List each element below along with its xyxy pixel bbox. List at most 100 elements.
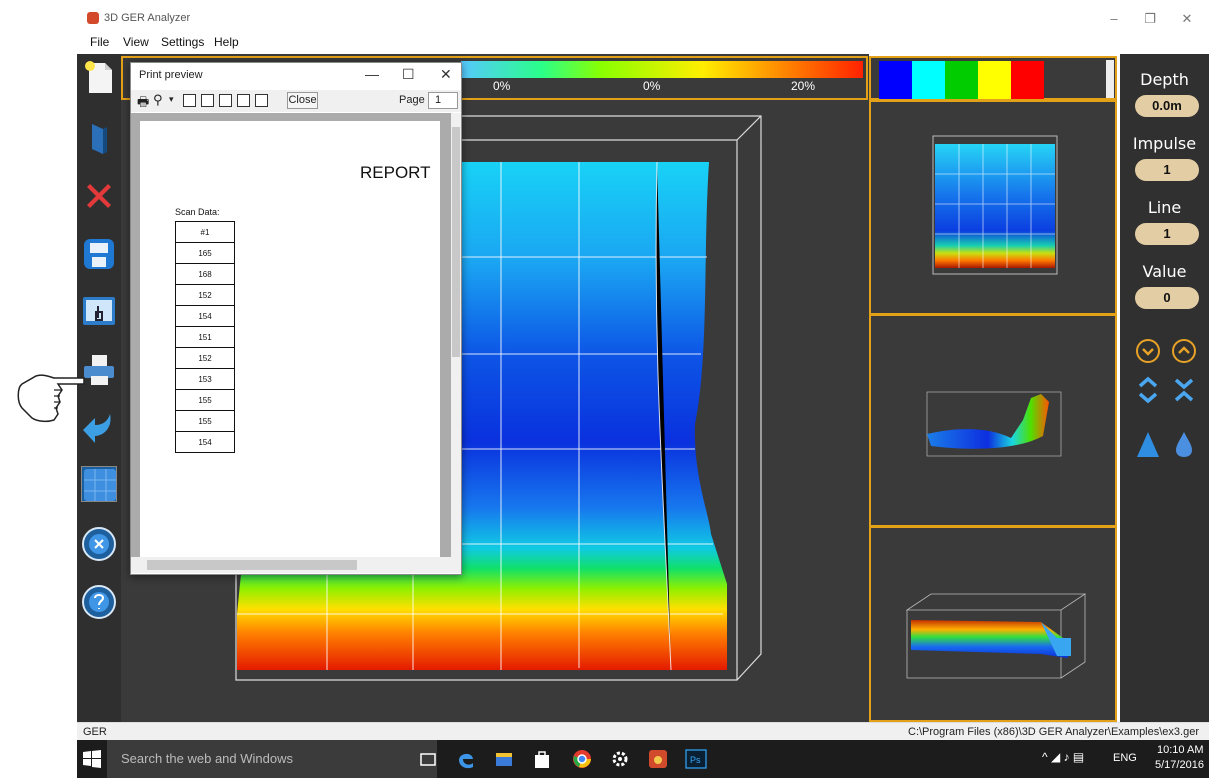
save-icon[interactable] bbox=[81, 236, 117, 272]
minimize-button[interactable]: – bbox=[1110, 11, 1118, 26]
open-book-icon[interactable] bbox=[81, 120, 117, 156]
vertical-scrollbar[interactable] bbox=[451, 113, 461, 557]
delete-icon[interactable] bbox=[81, 178, 117, 214]
table-row: 153 bbox=[175, 368, 235, 390]
table-row: 155 bbox=[175, 410, 235, 432]
depth-label: Depth bbox=[1140, 70, 1189, 89]
close-button[interactable]: ✕ bbox=[1181, 11, 1193, 26]
dialog-close-button[interactable]: ✕ bbox=[440, 66, 452, 82]
table-row: 151 bbox=[175, 326, 235, 348]
zoom-dropdown-icon[interactable]: ▾ bbox=[169, 94, 174, 104]
menu-file[interactable]: File bbox=[90, 35, 110, 49]
print-preview-toolbar: 🖶 ⚲ ▾ Close Page 1 bbox=[131, 90, 461, 112]
clock-time[interactable]: 10:10 AM bbox=[1157, 744, 1204, 756]
horizontal-scrollbar[interactable] bbox=[131, 557, 461, 573]
preview-area: REPORT Scan Data: #1 165 168 152 154 151… bbox=[131, 113, 461, 557]
status-bar: GER C:\Program Files (x86)\3D GER Analyz… bbox=[77, 722, 1209, 740]
page-spinner[interactable]: 1 bbox=[428, 92, 458, 109]
chrome-icon[interactable] bbox=[571, 748, 593, 770]
table-row: 154 bbox=[175, 431, 235, 453]
back-arrow-icon[interactable] bbox=[81, 410, 117, 446]
collapse-vertical-button[interactable] bbox=[1170, 376, 1198, 404]
palette-swatch-green[interactable] bbox=[945, 61, 978, 99]
one-page-icon[interactable] bbox=[183, 94, 196, 107]
scan-data-label: Scan Data: bbox=[175, 207, 220, 217]
palette-swatch-blue[interactable] bbox=[879, 61, 912, 99]
table-cell: 154 bbox=[175, 431, 235, 453]
two-pages-icon[interactable] bbox=[201, 94, 214, 107]
table-cell: 165 bbox=[175, 242, 235, 264]
print-icon[interactable] bbox=[81, 352, 117, 388]
scroll-thumb[interactable] bbox=[452, 127, 460, 357]
app-title: 3D GER Analyzer bbox=[104, 12, 191, 24]
color-palette bbox=[869, 56, 1117, 100]
table-row: 154 bbox=[175, 305, 235, 327]
table-cell: 152 bbox=[175, 347, 235, 369]
palette-scrollbar[interactable] bbox=[1106, 60, 1114, 98]
ger-analyzer-taskbar-icon[interactable] bbox=[647, 748, 669, 770]
task-view-icon[interactable] bbox=[417, 748, 439, 770]
line-value[interactable]: 1 bbox=[1135, 223, 1199, 245]
hand-pointer-icon bbox=[14, 362, 86, 424]
circle-down-button[interactable] bbox=[1134, 337, 1162, 365]
settings-gear-icon[interactable] bbox=[609, 748, 631, 770]
zoom-icon[interactable]: ⚲ bbox=[153, 92, 163, 107]
preview-close-button[interactable]: Close bbox=[287, 92, 318, 109]
photoshop-icon[interactable]: Ps bbox=[685, 748, 707, 770]
mini-view-profile[interactable] bbox=[869, 314, 1117, 527]
menu-settings[interactable]: Settings bbox=[161, 35, 205, 49]
dialog-title: Print preview bbox=[139, 69, 203, 81]
language-indicator[interactable]: ENG bbox=[1113, 752, 1137, 764]
impulse-label: Impulse bbox=[1132, 134, 1197, 153]
expand-vertical-button[interactable] bbox=[1134, 376, 1162, 404]
help-disc-icon[interactable] bbox=[81, 584, 117, 620]
file-explorer-icon[interactable] bbox=[493, 748, 515, 770]
depth-value[interactable]: 0.0m bbox=[1135, 95, 1199, 117]
table-row: #1 bbox=[175, 221, 235, 243]
value-value[interactable]: 0 bbox=[1135, 287, 1199, 309]
grid-view-icon[interactable] bbox=[81, 466, 117, 502]
windows-start-icon[interactable] bbox=[83, 750, 101, 768]
edge-browser-icon[interactable] bbox=[455, 748, 477, 770]
impulse-value[interactable]: 1 bbox=[1135, 159, 1199, 181]
printer-icon[interactable]: 🖶 bbox=[137, 94, 150, 109]
table-cell: #1 bbox=[175, 221, 235, 243]
palette-swatch-cyan[interactable] bbox=[912, 61, 945, 99]
scan-data-table: #1 165 168 152 154 151 152 153 155 155 1… bbox=[175, 221, 235, 453]
four-pages-icon[interactable] bbox=[237, 94, 250, 107]
table-row: 168 bbox=[175, 263, 235, 285]
dialog-minimize-button[interactable]: — bbox=[365, 66, 379, 82]
mini-view-perspective[interactable] bbox=[869, 526, 1117, 722]
restore-button[interactable]: ❐ bbox=[1144, 11, 1156, 26]
table-cell: 152 bbox=[175, 284, 235, 306]
circle-up-button[interactable] bbox=[1170, 337, 1198, 365]
menu-help[interactable]: Help bbox=[214, 35, 239, 49]
palette-swatch-yellow[interactable] bbox=[978, 61, 1011, 99]
dialog-maximize-button[interactable]: ☐ bbox=[402, 66, 415, 82]
taskbar-search-input[interactable]: Search the web and Windows bbox=[107, 740, 437, 778]
six-pages-icon[interactable] bbox=[255, 94, 268, 107]
line-label: Line bbox=[1147, 198, 1182, 217]
mini-view-front[interactable] bbox=[869, 100, 1117, 315]
table-cell: 154 bbox=[175, 305, 235, 327]
new-file-icon[interactable] bbox=[81, 60, 117, 96]
table-cell: 168 bbox=[175, 263, 235, 285]
scale-label: 0% bbox=[493, 79, 511, 93]
water-drop-button[interactable] bbox=[1170, 430, 1198, 458]
report-title: REPORT bbox=[360, 163, 431, 182]
store-icon[interactable] bbox=[531, 748, 553, 770]
table-row: 165 bbox=[175, 242, 235, 264]
tray-icons[interactable]: ^ ◢ ♪ ▤ bbox=[1042, 750, 1085, 764]
svg-text:Ps: Ps bbox=[690, 755, 701, 765]
scroll-thumb[interactable] bbox=[147, 560, 357, 570]
clock-date[interactable]: 5/17/2016 bbox=[1155, 759, 1204, 771]
table-cell: 155 bbox=[175, 410, 235, 432]
menu-view[interactable]: View bbox=[123, 35, 149, 49]
page-label: Page bbox=[399, 94, 425, 106]
left-toolbar bbox=[77, 54, 121, 722]
palette-swatch-red[interactable] bbox=[1011, 61, 1044, 99]
touch-screen-icon[interactable] bbox=[81, 294, 117, 330]
triangle-up-button[interactable] bbox=[1134, 430, 1162, 458]
three-pages-icon[interactable] bbox=[219, 94, 232, 107]
settings-disc-icon[interactable] bbox=[81, 526, 117, 562]
